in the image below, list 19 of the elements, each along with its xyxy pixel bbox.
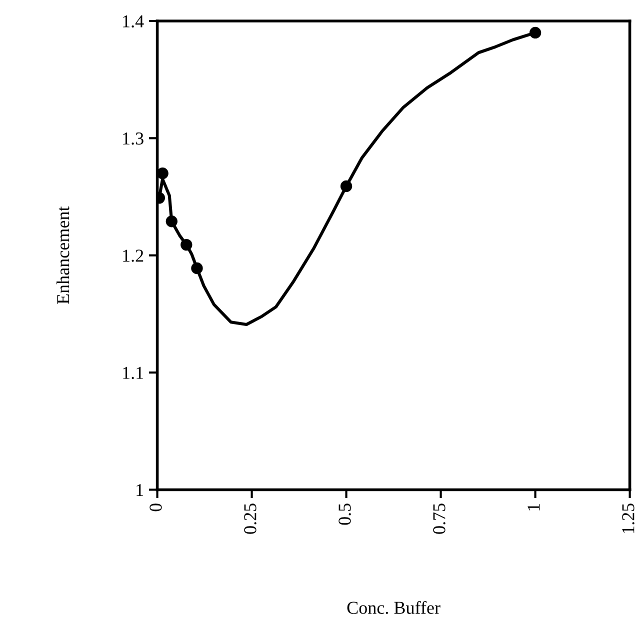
point — [166, 216, 178, 228]
x-tick-label: 0 — [150, 504, 162, 512]
point — [529, 26, 542, 39]
x-tick-label: 0.5 — [338, 504, 351, 525]
point — [191, 262, 203, 274]
x-tick-label: 0.75 — [433, 504, 446, 534]
y-axis-title: Enhancement — [56, 206, 70, 304]
x-tick-label: 0.25 — [244, 504, 256, 534]
point — [180, 238, 192, 251]
x-axis-title: Conc. Buffer — [347, 600, 440, 614]
y-tick-label: 1.3 — [123, 132, 144, 145]
y-tick-label: 1.2 — [123, 250, 144, 262]
x-tick-label: 1.25 — [622, 504, 634, 533]
y-tick-label: 1.1 — [123, 366, 144, 380]
y-tick-label: 1.4 — [123, 15, 144, 28]
point — [157, 167, 168, 180]
x-tick-label: 1 — [528, 504, 540, 510]
point — [340, 180, 352, 192]
y-tick-label: 1 — [136, 484, 144, 496]
